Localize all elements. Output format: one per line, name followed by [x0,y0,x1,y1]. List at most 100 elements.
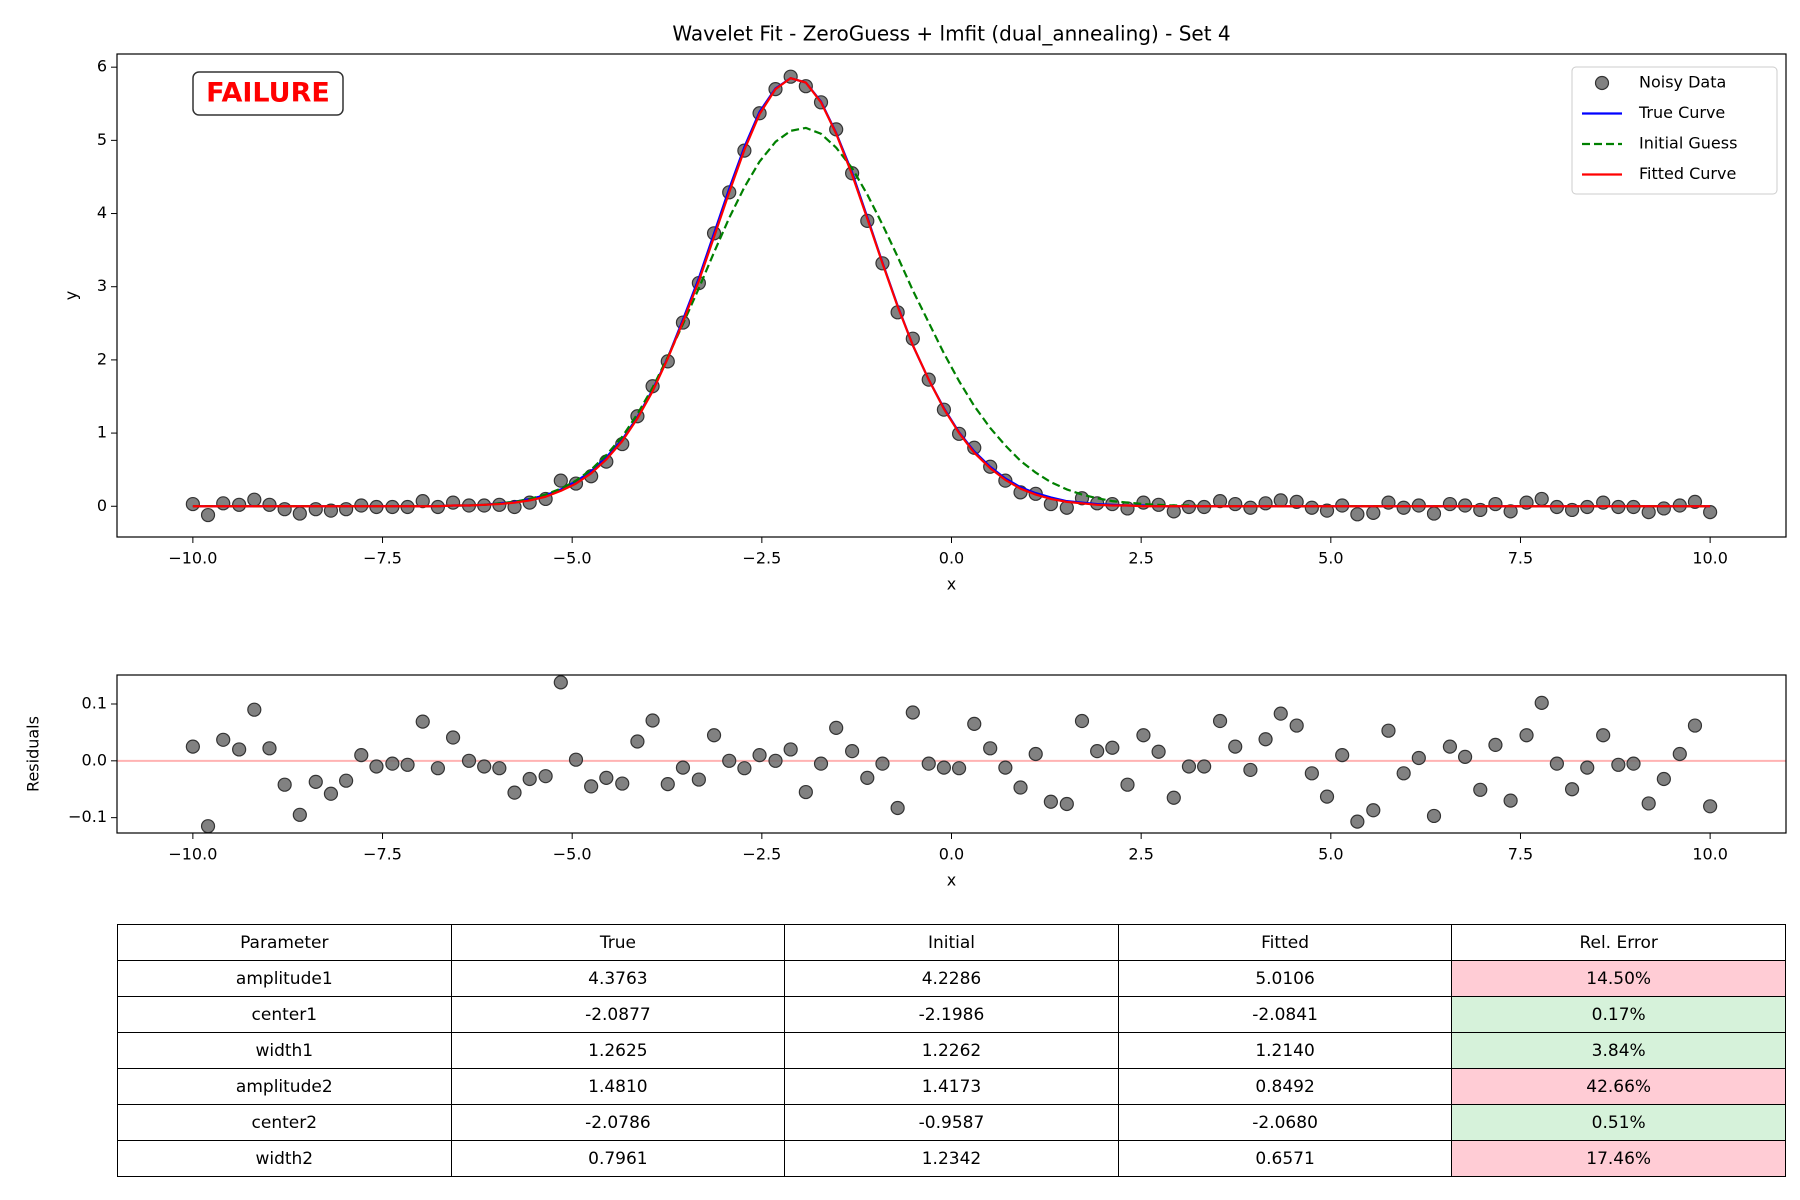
data-point [1519,728,1534,743]
data-point [1090,744,1105,759]
x-axis-label: x [947,871,956,890]
data-point [369,759,384,774]
x-tick-label: −5.0 [553,549,592,568]
x-tick-label: −5.0 [553,845,592,864]
data-point [1564,782,1580,797]
table-cell: width2 [117,1140,452,1177]
data-point [308,774,323,789]
y-tick-label: 0.1 [82,693,107,712]
table-cell: 42.66% [1451,1068,1786,1105]
data-point [216,496,231,511]
data-point [936,760,952,775]
data-point [1596,728,1611,743]
x-tick-label: −10.0 [168,845,217,864]
table-cell: center2 [117,1104,452,1141]
data-point [1534,695,1549,710]
data-point [1105,740,1120,755]
y-tick-label: 3 [97,276,107,295]
data-point [1350,814,1365,829]
data-point [477,759,492,774]
data-point [1136,728,1151,743]
data-point [1059,796,1074,812]
data-point [1703,799,1718,814]
data-point [1488,737,1503,753]
legend-box [1571,66,1778,195]
data-point [1442,739,1458,754]
data-point [1043,794,1058,809]
table-cell: amplitude2 [117,1068,452,1105]
data-point [247,702,262,717]
parameter-table: Parameter True Initial Fitted Rel. Error ampl… [117,924,1786,1177]
table-row: amplitude2 1.4810 1.4173 0.8492 42.66% [117,1068,1786,1105]
data-point [553,675,568,690]
data-point [722,753,737,768]
data-point [1503,793,1518,808]
data-point [415,714,430,729]
table-cell: -2.0786 [450,1104,786,1141]
data-point [1442,496,1458,512]
x-axis-label: x [947,575,956,594]
data-point [323,786,339,801]
data-point [813,756,829,771]
y-axis-label: y [62,291,81,300]
table-cell: 0.51% [1451,1104,1786,1141]
table-cell: -2.1986 [784,996,1119,1033]
x-tick-label: −2.5 [742,845,781,864]
table-cell: 0.7961 [450,1140,786,1177]
header-row: Parameter True Initial Fitted Rel. Error [117,924,1786,961]
table-cell: 1.2262 [784,1032,1119,1069]
header-cell: Parameter [117,924,452,961]
data-point [1672,746,1687,762]
legend-label: Fitted Curve [1639,164,1736,183]
axes-frame [116,53,1787,538]
data-point [1656,771,1671,787]
legend-label: True Curve [1638,103,1725,122]
data-point [445,730,461,745]
data-point [768,753,783,768]
y-axis-label: Residuals [24,716,43,792]
x-tick-label: 2.5 [1128,845,1153,864]
data-point [998,760,1013,775]
table-body: Parameter True Initial Fitted Rel. Error ampl… [117,924,1786,1177]
table-cell: -2.0877 [450,996,786,1033]
data-point [1013,780,1028,795]
data-point [1258,496,1273,511]
data-point [1366,803,1381,818]
data-point [522,771,537,787]
table-cell: -0.9587 [784,1104,1119,1141]
data-point [445,495,461,510]
data-point [232,742,247,757]
data-point [1426,808,1442,824]
data-point [1457,749,1473,764]
data-point [1028,746,1043,762]
header-cell: True [450,924,786,961]
table-cell: 0.8492 [1117,1068,1453,1105]
data-point [783,742,798,757]
data-point [385,756,400,771]
table-cell: center1 [117,996,452,1033]
table-cell: 1.2140 [1117,1032,1453,1069]
data-point [277,777,292,792]
x-tick-label: 2.5 [1128,549,1153,568]
table-cell: 1.4810 [450,1068,786,1105]
data-point [1289,718,1304,733]
data-point [1534,491,1549,507]
x-tick-label: 0.0 [939,845,964,864]
data-point [185,496,200,512]
data-point [1319,789,1335,804]
data-point [1473,782,1488,797]
data-point [185,739,200,754]
data-point [798,784,813,800]
table-cell: -2.0680 [1117,1104,1453,1141]
table-cell: 3.84% [1451,1032,1786,1069]
data-point [415,494,430,509]
data-point [354,748,369,763]
data-point [1197,759,1212,774]
y-tick-label: 1 [97,423,107,442]
data-point [1611,757,1626,772]
x-tick-label: 7.5 [1508,845,1533,864]
data-point [829,720,844,735]
data-point [584,779,599,794]
